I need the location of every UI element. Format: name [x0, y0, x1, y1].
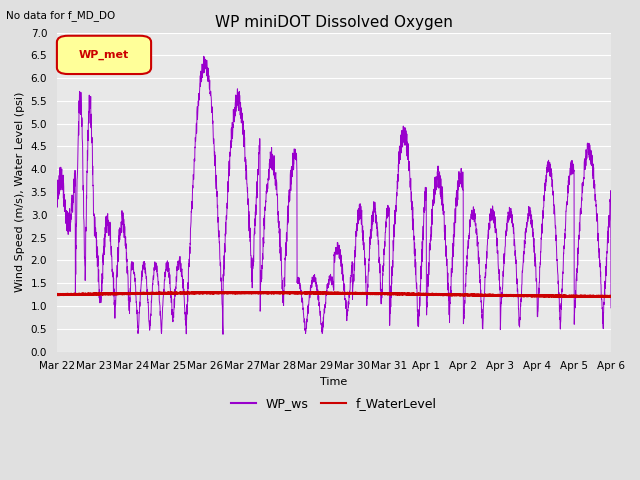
FancyBboxPatch shape [57, 36, 151, 74]
Text: No data for f_MD_DO: No data for f_MD_DO [6, 10, 116, 21]
Y-axis label: Wind Speed (m/s), Water Level (psi): Wind Speed (m/s), Water Level (psi) [15, 92, 25, 292]
Title: WP miniDOT Dissolved Oxygen: WP miniDOT Dissolved Oxygen [215, 15, 453, 30]
Text: WP_met: WP_met [79, 50, 129, 60]
X-axis label: Time: Time [321, 377, 348, 387]
Legend: WP_ws, f_WaterLevel: WP_ws, f_WaterLevel [226, 393, 442, 416]
